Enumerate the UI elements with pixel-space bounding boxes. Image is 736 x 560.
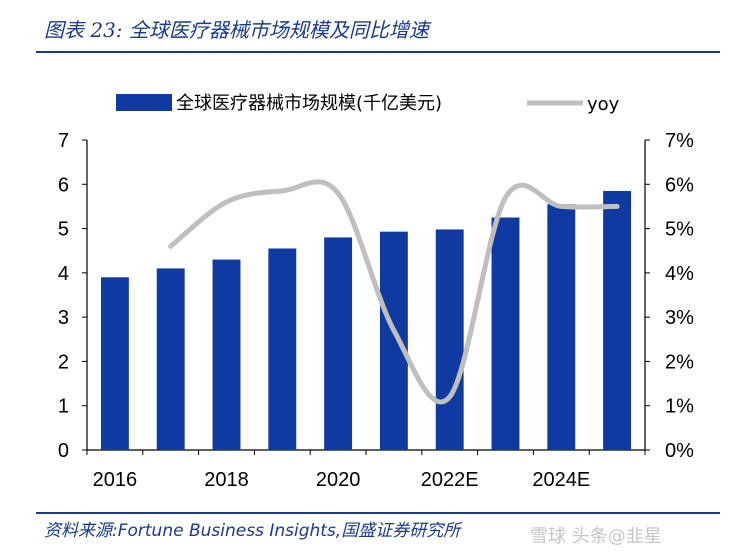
- left-tick-label: 4: [58, 263, 69, 285]
- watermark: 雪球 头条@韭星: [530, 526, 662, 547]
- source-divider: [36, 512, 720, 514]
- right-tick-label: 2%: [665, 351, 694, 373]
- chart-title: 图表 23: 全球医疗器械市场规模及同比增速: [44, 18, 429, 42]
- bars: [100, 190, 632, 450]
- left-tick-label: 3: [58, 307, 69, 329]
- source-note: 资料来源:Fortune Business Insights,国盛证券研究所: [44, 521, 461, 541]
- right-tick-label: 0%: [665, 440, 694, 462]
- legend-bar-label: 全球医疗器械市场规模(千亿美元): [176, 93, 442, 114]
- x-tick-label: 2016: [93, 469, 138, 491]
- left-tick-label: 6: [58, 174, 69, 196]
- right-tick-label: 4%: [665, 263, 694, 285]
- right-tick-label: 7%: [665, 130, 694, 152]
- legend-line-label: yoy: [587, 94, 620, 115]
- right-tick-label: 5%: [665, 219, 694, 241]
- right-tick-label: 1%: [665, 396, 694, 418]
- bar: [100, 277, 129, 450]
- left-tick-label: 7: [58, 130, 69, 152]
- bar: [156, 268, 185, 450]
- left-tick-label: 0: [58, 440, 69, 462]
- right-tick-label: 6%: [665, 174, 694, 196]
- yoy-line-path: [168, 179, 620, 405]
- bar: [435, 229, 464, 450]
- bar: [212, 259, 241, 450]
- legend: 全球医疗器械市场规模(千亿美元) yoy: [116, 93, 620, 115]
- left-tick-label: 5: [58, 219, 69, 241]
- tick-labels: 0 1 2 3 4 5 6 7 0% 1% 2% 3% 4% 5% 6% 7% 2016 2018 2020 2022…: [58, 130, 694, 491]
- x-tick-label: 2018: [204, 469, 249, 491]
- legend-bar-swatch: [116, 94, 172, 111]
- bar: [491, 217, 520, 450]
- x-tick-label: 2022E: [421, 469, 479, 491]
- bar: [379, 231, 408, 450]
- yoy-line: [168, 179, 620, 405]
- bar: [324, 237, 353, 450]
- left-tick-label: 2: [58, 351, 69, 373]
- right-tick-label: 3%: [665, 307, 694, 329]
- left-tick-label: 1: [58, 396, 69, 418]
- bar: [268, 248, 297, 450]
- bar: [603, 190, 632, 450]
- bar: [547, 204, 576, 450]
- combo-chart: 全球医疗器械市场规模(千亿美元) yoy 0 1 2 3 4 5 6 7 0% 1% 2% 3% 4% 5…: [58, 93, 694, 491]
- x-tick-label: 2024E: [532, 469, 590, 491]
- x-tick-label: 2020: [316, 469, 361, 491]
- title-divider: [36, 51, 720, 53]
